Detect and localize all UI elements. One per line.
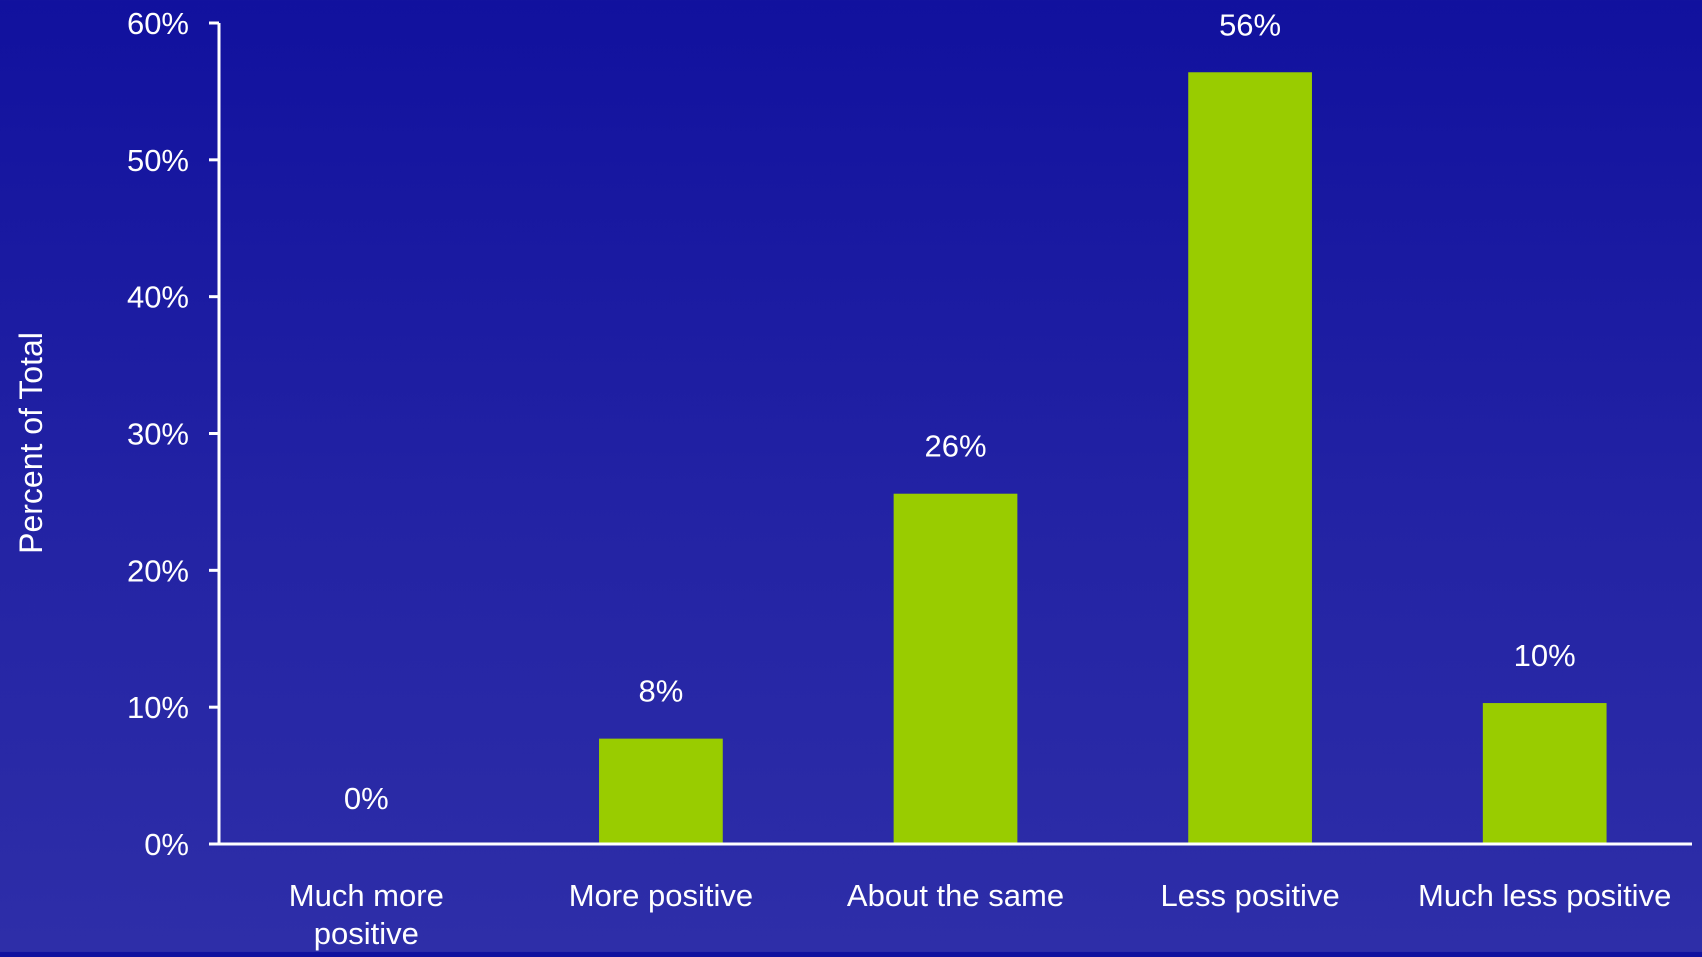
bars-layer	[599, 72, 1607, 844]
y-tick-label: 20%	[127, 553, 189, 588]
y-tick-label: 10%	[127, 690, 189, 725]
bar	[893, 493, 1018, 844]
y-tick-label: 40%	[127, 280, 189, 315]
data-label: 56%	[1219, 7, 1281, 42]
x-category-label: Less positive	[1160, 878, 1339, 913]
bar	[1482, 703, 1607, 844]
x-category-label: About the same	[847, 878, 1064, 913]
y-axis-title: Percent of Total	[13, 332, 49, 554]
x-category-label: positive	[314, 916, 419, 951]
data-label: 0%	[344, 781, 389, 816]
bar	[1188, 72, 1312, 844]
data-label: 26%	[924, 429, 986, 464]
x-category-label: Much more	[289, 878, 444, 913]
axes-layer	[209, 21, 1692, 846]
x-category-label: Much less positive	[1418, 878, 1671, 913]
bar	[599, 738, 723, 844]
y-tick-label: 50%	[127, 143, 189, 178]
y-tick-label: 60%	[127, 6, 189, 41]
data-label: 8%	[638, 674, 683, 709]
data-label: 10%	[1514, 638, 1576, 673]
x-category-label: More positive	[569, 878, 753, 913]
y-tick-label: 30%	[127, 417, 189, 452]
y-tick-label: 0%	[144, 827, 189, 862]
